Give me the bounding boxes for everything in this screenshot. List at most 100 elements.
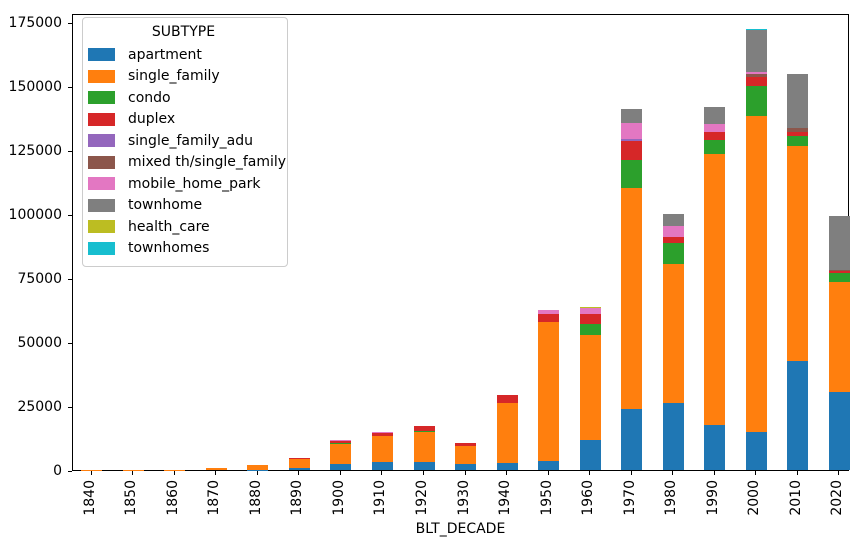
- legend-entry: mixed th/single_family: [88, 152, 286, 174]
- bar-segment: [745, 74, 767, 78]
- x-axis-tick-mark: [672, 471, 674, 475]
- legend-entry: mobile_home_park: [88, 173, 279, 195]
- bar-segment: [455, 446, 477, 464]
- legend-label: mobile_home_park: [128, 175, 261, 192]
- legend-swatch: [88, 48, 115, 62]
- bar-segment: [579, 324, 601, 335]
- x-axis-tick-label: 1840: [81, 480, 98, 516]
- bar-segment: [330, 464, 352, 470]
- x-axis-tick-label: 1990: [704, 480, 721, 516]
- x-axis-tick-label: 1910: [372, 480, 389, 516]
- bar-segment: [621, 140, 643, 161]
- bar-segment: [371, 433, 393, 436]
- y-axis-tick-label: 25000: [17, 398, 62, 415]
- x-axis-tick-mark: [215, 471, 217, 475]
- x-axis-tick-label: 1920: [414, 480, 431, 516]
- bar-segment: [828, 216, 850, 270]
- legend-label: duplex: [128, 111, 176, 128]
- y-axis-tick-label: 175000: [8, 14, 62, 31]
- bar-segment: [662, 237, 684, 244]
- y-axis-tick-label: 0: [53, 463, 62, 479]
- x-axis-tick-label: 1880: [247, 480, 264, 516]
- bar-segment: [371, 431, 393, 433]
- bar-segment: [538, 322, 560, 461]
- legend-entry: health_care: [88, 216, 279, 238]
- x-axis-tick-mark: [755, 471, 757, 475]
- bar-segment: [662, 403, 684, 470]
- bar-segment: [787, 360, 809, 470]
- x-axis-tick-label: 2010: [787, 480, 804, 516]
- y-axis-tick-mark: [68, 406, 72, 408]
- bar-segment: [787, 74, 809, 129]
- x-axis-tick-label: 1970: [621, 480, 638, 516]
- legend-label: townhomes: [128, 240, 210, 257]
- legend-label: townhome: [128, 197, 203, 214]
- bar-segment: [745, 115, 767, 433]
- bar-segment: [288, 458, 310, 468]
- x-axis-tick-mark: [713, 471, 715, 475]
- bar-segment: [704, 124, 726, 132]
- bar-segment: [787, 145, 809, 361]
- bar-segment: [413, 430, 435, 432]
- legend-swatch: [88, 112, 115, 126]
- bar-segment: [662, 214, 684, 226]
- bar-segment: [413, 426, 435, 431]
- bar-segment: [704, 154, 726, 425]
- bar-segment: [330, 439, 352, 441]
- bar-segment: [787, 128, 809, 132]
- x-axis-tick-label: 2020: [829, 480, 846, 516]
- x-axis-tick-label: 1940: [497, 480, 514, 516]
- y-axis-tick-label: 50000: [17, 334, 62, 351]
- bar-segment: [621, 123, 643, 139]
- x-axis-tick-mark: [298, 471, 300, 475]
- bar-segment: [621, 188, 643, 410]
- bar-segment: [745, 71, 767, 75]
- x-axis-tick-mark: [464, 471, 466, 475]
- x-axis-tick-label: 1890: [289, 480, 306, 516]
- y-axis-tick-label: 100000: [8, 206, 62, 223]
- y-axis-tick-mark: [68, 150, 72, 152]
- bar-segment: [371, 432, 393, 434]
- bar-segment: [455, 463, 477, 470]
- bar-segment: [496, 402, 518, 463]
- x-axis-tick-label: 1930: [455, 480, 472, 516]
- bar-segment: [413, 431, 435, 463]
- bar-segment: [538, 460, 560, 470]
- x-axis-tick-mark: [339, 471, 341, 475]
- bar-segment: [662, 225, 684, 238]
- bar-segment: [621, 138, 643, 141]
- y-axis-tick-mark: [68, 86, 72, 88]
- x-axis-tick-mark: [796, 471, 798, 475]
- legend-label: condo: [128, 89, 171, 106]
- x-axis-tick-mark: [132, 471, 134, 475]
- legend-swatch: [88, 198, 115, 212]
- x-axis-tick-mark: [256, 471, 258, 475]
- legend-entry: condo: [88, 87, 279, 109]
- bar-segment: [579, 307, 601, 314]
- legend-label: health_care: [128, 218, 210, 235]
- y-axis-tick-mark: [68, 214, 72, 216]
- bar-segment: [413, 462, 435, 470]
- legend-entry: single_family_adu: [88, 130, 279, 152]
- x-axis-title: BLT_DECADE: [415, 521, 506, 537]
- legend-label: apartment: [128, 46, 202, 63]
- bar-segment: [704, 139, 726, 155]
- x-axis-tick-mark: [381, 471, 383, 475]
- legend-swatch: [88, 69, 115, 83]
- legend-swatch: [88, 220, 115, 234]
- y-axis-tick-mark: [68, 471, 72, 472]
- legend-entry: townhome: [88, 195, 279, 217]
- bar-segment: [745, 29, 767, 72]
- x-axis-tick-mark: [173, 471, 175, 475]
- y-axis-tick-label: 150000: [8, 78, 62, 95]
- bar-segment: [787, 136, 809, 146]
- legend-swatch: [88, 177, 115, 191]
- bar-segment: [828, 273, 850, 282]
- bar-segment: [662, 243, 684, 265]
- bar-segment: [704, 131, 726, 140]
- bar-segment: [455, 442, 477, 447]
- x-axis-tick-label: 1860: [164, 480, 181, 516]
- bar-segment: [828, 391, 850, 470]
- x-axis-tick-mark: [630, 471, 632, 475]
- bar-segment: [496, 462, 518, 470]
